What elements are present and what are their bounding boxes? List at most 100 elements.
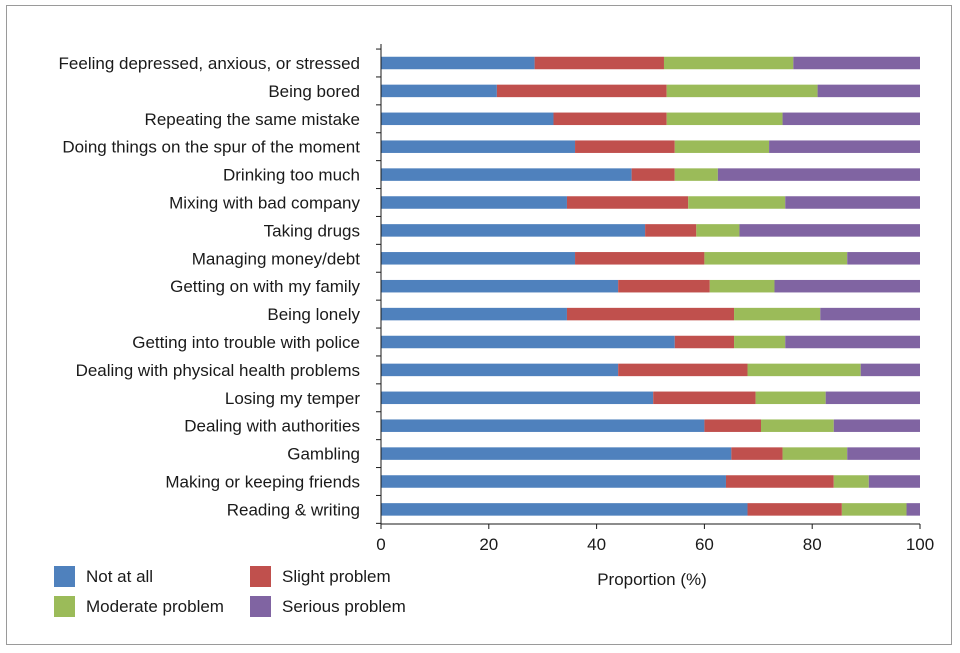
bar-segment [868, 475, 920, 488]
bar-segment [825, 391, 920, 405]
bar-segment [755, 391, 826, 405]
legend-swatch [54, 596, 75, 617]
bar-segment [381, 363, 619, 377]
bar-segment [618, 363, 748, 377]
bar-segment [381, 391, 654, 405]
category-label: Losing my temper [225, 389, 360, 408]
axes-group: 0 20 40 60 80 100 [376, 44, 934, 554]
x-tick-label: 80 [803, 535, 822, 554]
category-label: Getting into trouble with police [132, 333, 360, 352]
category-label: Mixing with bad company [169, 194, 360, 213]
bar-segment [381, 335, 675, 349]
bar-segment [833, 475, 869, 488]
x-tick-label: 60 [695, 535, 714, 554]
category-label: Managing money/debt [192, 249, 361, 268]
legend-label: Not at all [86, 567, 153, 586]
bar-segment [496, 84, 667, 98]
bar-segment [906, 503, 920, 516]
bar-segment [704, 252, 848, 265]
bar-segment [688, 196, 786, 209]
bar-segment [553, 112, 667, 126]
bar-segment [833, 419, 920, 432]
bar-segment [645, 224, 697, 237]
bar-segment [769, 140, 920, 153]
bar-segment [785, 335, 920, 349]
bar-segment [381, 419, 705, 432]
category-label: Repeating the same mistake [145, 110, 360, 129]
bar-segment [381, 112, 554, 126]
x-tick-label: 0 [376, 535, 385, 554]
legend-swatch [54, 566, 75, 587]
bar-segment [774, 279, 920, 293]
legend-label: Serious problem [282, 597, 406, 616]
category-label: Reading & writing [227, 500, 360, 519]
x-axis-title: Proportion (%) [597, 570, 707, 589]
bar-segment [381, 140, 576, 153]
category-label: Feeling depressed, anxious, or stressed [59, 54, 360, 73]
bar-segment [782, 447, 848, 460]
bar-segment [674, 168, 718, 181]
legend-label: Moderate problem [86, 597, 224, 616]
bar-segment [696, 224, 740, 237]
category-label: Being lonely [267, 305, 360, 324]
x-tick-label: 20 [479, 535, 498, 554]
bar-segment [847, 252, 920, 265]
bar-segment [381, 503, 748, 516]
legend-group: Not at all Slight problem Moderate problem… [54, 566, 406, 617]
x-tick-label: 100 [906, 535, 934, 554]
bar-segment [666, 84, 818, 98]
bar-segment [663, 56, 794, 70]
bar-segment [566, 196, 689, 209]
bar-segment [725, 475, 834, 488]
bar-segment [747, 363, 861, 377]
bar-segment [820, 307, 920, 321]
category-label: Being bored [268, 82, 360, 101]
bar-segment [860, 363, 920, 377]
bar-segment [381, 475, 726, 488]
bar-segment [381, 56, 535, 70]
legend-swatch [250, 566, 271, 587]
bar-segment [817, 84, 920, 98]
bar-segment [760, 419, 834, 432]
category-labels-group: Feeling depressed, anxious, or stressed B… [59, 54, 361, 519]
bar-segment [709, 279, 775, 293]
bar-segment [704, 419, 761, 432]
bar-segment [381, 224, 646, 237]
bar-segment [653, 391, 756, 405]
bar-segment [566, 307, 735, 321]
bar-segment [618, 279, 710, 293]
bar-segment [841, 503, 907, 516]
category-label: Getting on with my family [170, 277, 360, 296]
category-label: Doing things on the spur of the moment [62, 138, 360, 157]
bar-segment [785, 196, 920, 209]
bar-segment [575, 252, 705, 265]
bar-segment [847, 447, 920, 460]
bar-segment [731, 447, 783, 460]
bar-segment [534, 56, 664, 70]
category-label: Drinking too much [223, 166, 360, 185]
bar-segment [782, 112, 920, 126]
bar-segment [381, 447, 732, 460]
bar-segment [381, 168, 632, 181]
bar-segment [575, 140, 675, 153]
category-label: Making or keeping friends [165, 473, 360, 492]
chart-frame [6, 5, 952, 645]
bars-group [381, 56, 920, 516]
bar-segment [381, 279, 619, 293]
bar-segment [747, 503, 842, 516]
bar-segment [381, 84, 497, 98]
bar-segment [734, 335, 786, 349]
bar-segment [734, 307, 821, 321]
bar-segment [631, 168, 675, 181]
bar-segment [381, 196, 567, 209]
bar-segment [381, 252, 576, 265]
category-label: Taking drugs [264, 221, 360, 240]
bar-segment [717, 168, 920, 181]
category-label: Gambling [287, 445, 360, 464]
legend-swatch [250, 596, 271, 617]
bar-segment [674, 140, 770, 153]
x-tick-label: 40 [587, 535, 606, 554]
bar-segment [739, 224, 920, 237]
bar-segment [381, 307, 567, 321]
